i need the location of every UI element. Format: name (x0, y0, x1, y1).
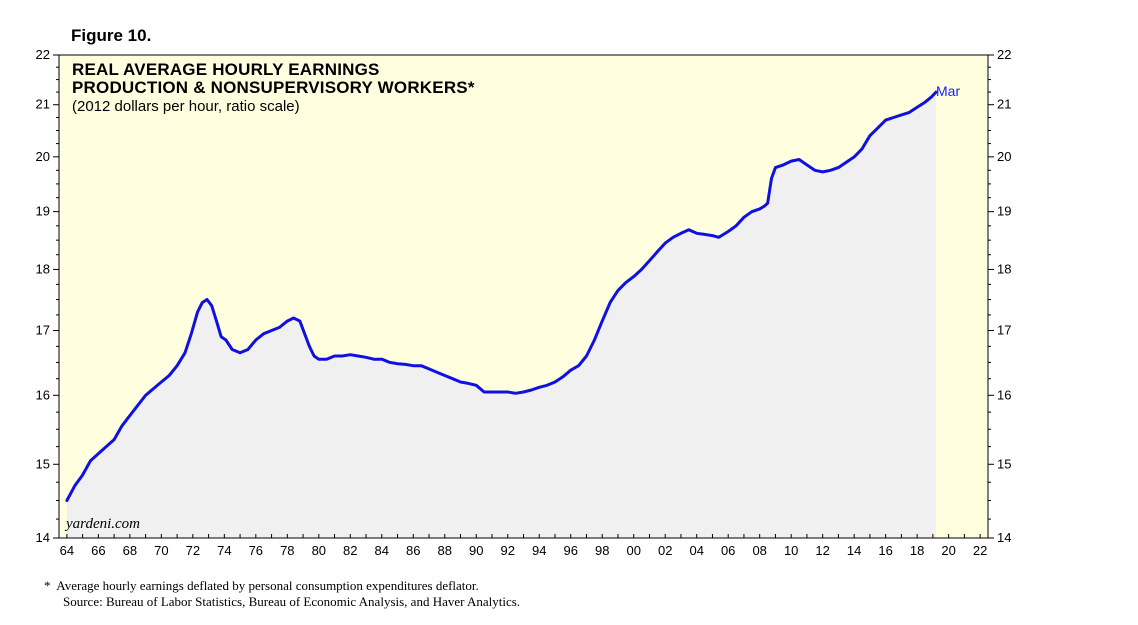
y-tick-label-left: 20 (36, 149, 50, 164)
y-tick-label-left: 15 (36, 456, 50, 471)
x-tick-label: 08 (752, 543, 766, 558)
y-tick-label-left: 22 (36, 47, 50, 62)
x-tick-label: 96 (564, 543, 578, 558)
x-tick-label: 16 (878, 543, 892, 558)
x-tick-label: 70 (154, 543, 168, 558)
x-tick-label: 14 (847, 543, 861, 558)
x-tick-label: 76 (249, 543, 263, 558)
chart-title-line-2: PRODUCTION & NONSUPERVISORY WORKERS* (72, 78, 475, 98)
x-tick-label: 88 (438, 543, 452, 558)
y-tick-label-right: 20 (997, 149, 1011, 164)
y-axis-right: 14 15 16 17 18 19 20 21 22 (988, 47, 1011, 545)
y-tick-label-right: 17 (997, 323, 1011, 338)
x-tick-label: 72 (186, 543, 200, 558)
chart-title-line-1: REAL AVERAGE HOURLY EARNINGS (72, 60, 380, 80)
series-end-label: Mar (936, 83, 960, 99)
y-tick-label-left: 16 (36, 387, 50, 402)
x-tick-label: 64 (60, 543, 74, 558)
x-tick-label: 22 (973, 543, 987, 558)
x-tick-label: 80 (312, 543, 326, 558)
x-tick-label: 86 (406, 543, 420, 558)
y-tick-label-right: 18 (997, 261, 1011, 276)
y-tick-label-left: 18 (36, 261, 50, 276)
x-tick-label: 00 (626, 543, 640, 558)
y-tick-label-right: 22 (997, 47, 1011, 62)
x-tick-label: 68 (123, 543, 137, 558)
y-tick-label-right: 16 (997, 387, 1011, 402)
x-tick-label: 20 (941, 543, 955, 558)
y-tick-label-right: 19 (997, 204, 1011, 219)
footnote-source: Source: Bureau of Labor Statistics, Bure… (63, 594, 520, 610)
x-tick-label: 74 (217, 543, 231, 558)
footnote: * Average hourly earnings deflated by pe… (44, 578, 479, 594)
chart-subtitle: (2012 dollars per hour, ratio scale) (72, 98, 300, 115)
x-tick-label: 10 (784, 543, 798, 558)
x-tick-label: 84 (375, 543, 389, 558)
x-tick-label: 82 (343, 543, 357, 558)
x-tick-label: 06 (721, 543, 735, 558)
x-tick-label: 02 (658, 543, 672, 558)
y-tick-label-left: 17 (36, 323, 50, 338)
footnote-marker: * (44, 578, 51, 593)
footnote-text: Average hourly earnings deflated by pers… (56, 578, 479, 593)
x-tick-label: 12 (815, 543, 829, 558)
y-axis-left: 14 15 16 17 18 19 20 21 22 (36, 47, 59, 545)
y-tick-label-right: 14 (997, 530, 1011, 545)
watermark: yardeni.com (66, 516, 140, 533)
x-tick-label: 94 (532, 543, 546, 558)
y-tick-label-right: 15 (997, 456, 1011, 471)
x-tick-label: 90 (469, 543, 483, 558)
x-tick-label: 04 (689, 543, 703, 558)
x-tick-label: 92 (501, 543, 515, 558)
x-tick-label: 18 (910, 543, 924, 558)
y-tick-label-left: 14 (36, 530, 50, 545)
x-tick-label: 78 (280, 543, 294, 558)
y-tick-label-right: 21 (997, 97, 1011, 112)
x-tick-label: 66 (91, 543, 105, 558)
y-tick-label-left: 21 (36, 97, 50, 112)
x-tick-label: 98 (595, 543, 609, 558)
y-tick-label-left: 19 (36, 204, 50, 219)
